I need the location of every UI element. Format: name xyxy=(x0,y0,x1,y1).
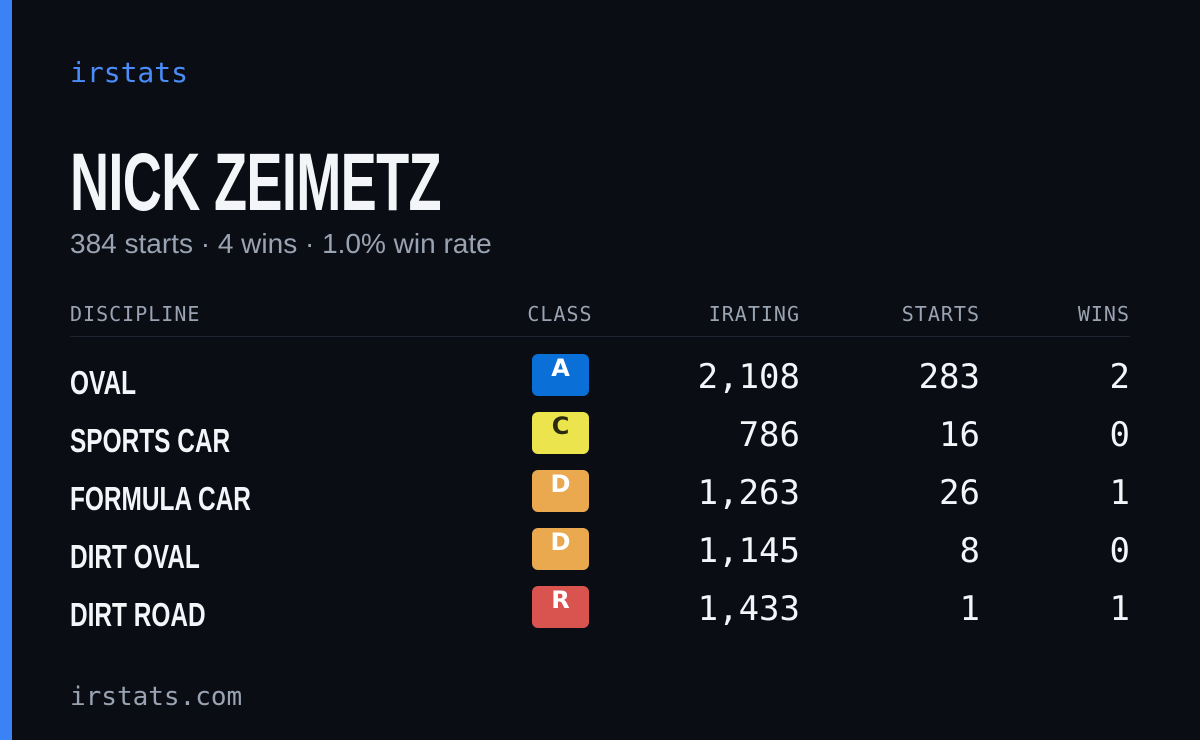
footer-site: irstats.com xyxy=(70,682,243,712)
column-header: WINS xyxy=(1077,302,1130,326)
class-badge: A xyxy=(532,354,589,396)
starts: 8 xyxy=(959,531,980,571)
starts: 16 xyxy=(939,415,980,455)
discipline: SPORTS CAR xyxy=(70,422,231,459)
brand: irstats xyxy=(70,56,189,89)
discipline: OVAL xyxy=(70,364,137,401)
summary: 384 starts · 4 wins · 1.0% win rate xyxy=(70,228,492,259)
column-header: STARTS xyxy=(901,302,980,326)
column-header: CLASS xyxy=(527,302,593,326)
starts: 1 xyxy=(959,589,980,629)
column-header: DISCIPLINE xyxy=(70,302,201,326)
irating: 1,433 xyxy=(697,589,800,629)
irating: 1,263 xyxy=(697,473,800,513)
wins: 2 xyxy=(1109,357,1130,397)
wins: 0 xyxy=(1109,531,1130,571)
divider xyxy=(70,336,1130,337)
wins: 1 xyxy=(1109,473,1130,513)
class-badge: R xyxy=(532,586,589,628)
accent-bar xyxy=(0,0,12,740)
irating: 786 xyxy=(738,415,800,455)
class-badge: C xyxy=(532,412,589,454)
irating: 1,145 xyxy=(697,531,800,571)
class-badge: D xyxy=(532,470,589,512)
column-header: IRATING xyxy=(708,302,800,326)
starts: 26 xyxy=(939,473,980,513)
irating: 2,108 xyxy=(697,357,800,397)
wins: 1 xyxy=(1109,589,1130,629)
discipline: FORMULA CAR xyxy=(70,480,251,517)
class-badge: D xyxy=(532,528,589,570)
starts: 283 xyxy=(918,357,980,397)
wins: 0 xyxy=(1109,415,1130,455)
driver-name: NICK ZEIMETZ xyxy=(70,137,442,228)
discipline: DIRT OVAL xyxy=(70,538,200,575)
discipline: DIRT ROAD xyxy=(70,596,206,633)
